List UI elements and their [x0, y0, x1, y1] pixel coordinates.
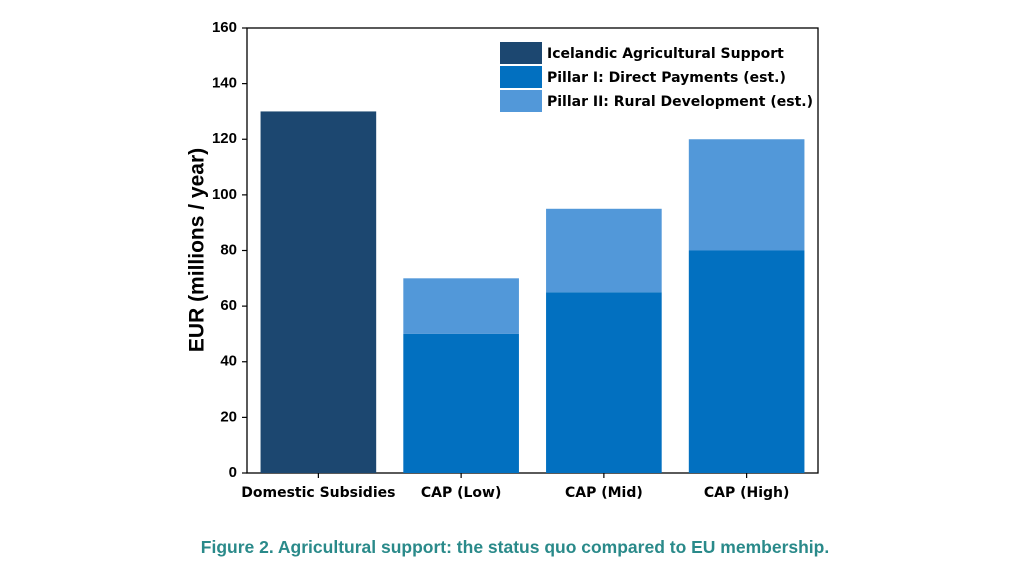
- legend-label: Icelandic Agricultural Support: [547, 46, 784, 62]
- bar-cap-mid-pillar-ii-rural-development-est: [546, 208, 662, 293]
- figure-caption: Figure 2. Agricultural support: the stat…: [200, 537, 830, 557]
- y-tick-label: 140: [212, 75, 237, 92]
- bar-cap-low-pillar-i-direct-payments-est: [403, 333, 519, 473]
- bar-domestic-subsidies-icelandic-agricultural-support: [260, 111, 377, 473]
- legend-swatch: [500, 90, 542, 112]
- bar-cap-high-pillar-i-direct-payments-est: [688, 250, 805, 473]
- legend-label: Pillar II: Rural Development (est.): [547, 94, 813, 110]
- y-tick-label: 0: [229, 464, 237, 481]
- y-tick-label: 60: [220, 297, 237, 314]
- y-tick-label: 100: [212, 186, 237, 203]
- x-tick-label: CAP (High): [704, 485, 790, 501]
- y-axis-label: EUR (millions / year): [186, 148, 209, 352]
- bar-chart: 0 20 40 60 80 100 120 140 160 Domestic Subsidies…: [186, 19, 819, 501]
- y-tick-label: 40: [220, 353, 237, 370]
- legend-swatch: [500, 66, 542, 88]
- legend-label: Pillar I: Direct Payments (est.): [547, 70, 786, 86]
- legend: Icelandic Agricultural Support Pillar I: …: [500, 42, 813, 112]
- bar-cap-low-pillar-ii-rural-development-est: [403, 278, 519, 334]
- y-tick-label: 160: [212, 19, 237, 36]
- bar-cap-mid-pillar-i-direct-payments-est: [546, 292, 662, 473]
- x-tick-label: CAP (Mid): [565, 485, 643, 501]
- y-tick-label: 20: [220, 408, 237, 425]
- y-tick-label: 120: [212, 130, 237, 147]
- bar-cap-high-pillar-ii-rural-development-est: [688, 139, 805, 251]
- x-tick-label: CAP (Low): [421, 485, 502, 501]
- x-tick-label: Domestic Subsidies: [241, 485, 395, 501]
- legend-swatch: [500, 42, 542, 64]
- y-tick-label: 80: [220, 241, 237, 258]
